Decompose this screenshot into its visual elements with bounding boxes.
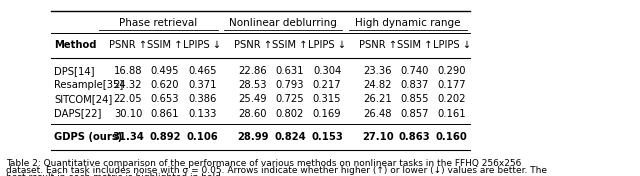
- Text: SSIM ↑: SSIM ↑: [147, 40, 183, 50]
- Text: High dynamic range: High dynamic range: [355, 18, 461, 28]
- Text: SSIM ↑: SSIM ↑: [272, 40, 308, 50]
- Text: 0.161: 0.161: [438, 109, 466, 118]
- Text: Nonlinear deblurring: Nonlinear deblurring: [229, 18, 337, 28]
- Text: 0.304: 0.304: [313, 66, 341, 76]
- Text: 0.855: 0.855: [401, 95, 429, 104]
- Text: Method: Method: [54, 40, 97, 50]
- Text: 28.53: 28.53: [239, 80, 267, 90]
- Text: 0.793: 0.793: [276, 80, 304, 90]
- Text: 0.824: 0.824: [274, 132, 306, 142]
- Text: 31.34: 31.34: [112, 132, 144, 142]
- Text: 0.465: 0.465: [188, 66, 216, 76]
- Text: 22.05: 22.05: [114, 95, 142, 104]
- Text: 0.153: 0.153: [311, 132, 343, 142]
- Text: 26.48: 26.48: [364, 109, 392, 118]
- Text: GDPS (ours): GDPS (ours): [54, 132, 123, 142]
- Text: 24.32: 24.32: [114, 80, 142, 90]
- Text: 0.160: 0.160: [436, 132, 468, 142]
- Text: 0.892: 0.892: [149, 132, 181, 142]
- Text: 26.21: 26.21: [364, 95, 392, 104]
- Text: 0.290: 0.290: [438, 66, 466, 76]
- Text: 0.315: 0.315: [313, 95, 341, 104]
- Text: 0.495: 0.495: [151, 66, 179, 76]
- Text: 0.861: 0.861: [151, 109, 179, 118]
- Text: 0.371: 0.371: [188, 80, 216, 90]
- Text: SITCOM[24]: SITCOM[24]: [54, 95, 113, 104]
- Text: Phase retrieval: Phase retrieval: [119, 18, 198, 28]
- Text: Resample[35]: Resample[35]: [54, 80, 124, 90]
- Text: 16.88: 16.88: [114, 66, 142, 76]
- Text: 24.82: 24.82: [364, 80, 392, 90]
- Text: DAPS[22]: DAPS[22]: [54, 109, 102, 118]
- Text: 0.177: 0.177: [438, 80, 466, 90]
- Text: Table 2: Quantitative comparison of the performance of various methods on nonlin: Table 2: Quantitative comparison of the …: [6, 159, 522, 168]
- Text: 0.863: 0.863: [399, 132, 431, 142]
- Text: 0.106: 0.106: [186, 132, 218, 142]
- Text: PSNR ↑: PSNR ↑: [234, 40, 272, 50]
- Text: 25.49: 25.49: [239, 95, 267, 104]
- Text: 0.631: 0.631: [276, 66, 304, 76]
- Text: 28.99: 28.99: [237, 132, 269, 142]
- Text: 30.10: 30.10: [114, 109, 142, 118]
- Text: 0.620: 0.620: [151, 80, 179, 90]
- Text: 0.202: 0.202: [438, 95, 466, 104]
- Text: dataset. Each task includes noise with σ = 0.05. Arrows indicate whether higher : dataset. Each task includes noise with σ…: [6, 166, 547, 175]
- Text: 0.837: 0.837: [401, 80, 429, 90]
- Text: LPIPS ↓: LPIPS ↓: [308, 40, 346, 50]
- Text: PSNR ↑: PSNR ↑: [358, 40, 397, 50]
- Text: 0.217: 0.217: [313, 80, 341, 90]
- Text: LPIPS ↓: LPIPS ↓: [183, 40, 221, 50]
- Text: best result in each metric is highlighted in bold.: best result in each metric is highlighte…: [6, 173, 224, 176]
- Text: 23.36: 23.36: [364, 66, 392, 76]
- Text: LPIPS ↓: LPIPS ↓: [433, 40, 471, 50]
- Text: 27.10: 27.10: [362, 132, 394, 142]
- Text: 0.653: 0.653: [151, 95, 179, 104]
- Text: 28.60: 28.60: [239, 109, 267, 118]
- Text: 0.857: 0.857: [401, 109, 429, 118]
- Text: 0.740: 0.740: [401, 66, 429, 76]
- Text: DPS[14]: DPS[14]: [54, 66, 95, 76]
- Text: 0.133: 0.133: [188, 109, 216, 118]
- Text: 0.725: 0.725: [276, 95, 304, 104]
- Text: 22.86: 22.86: [239, 66, 267, 76]
- Text: 0.386: 0.386: [188, 95, 216, 104]
- Text: SSIM ↑: SSIM ↑: [397, 40, 433, 50]
- Text: PSNR ↑: PSNR ↑: [109, 40, 147, 50]
- Text: 0.169: 0.169: [313, 109, 341, 118]
- Text: 0.802: 0.802: [276, 109, 304, 118]
